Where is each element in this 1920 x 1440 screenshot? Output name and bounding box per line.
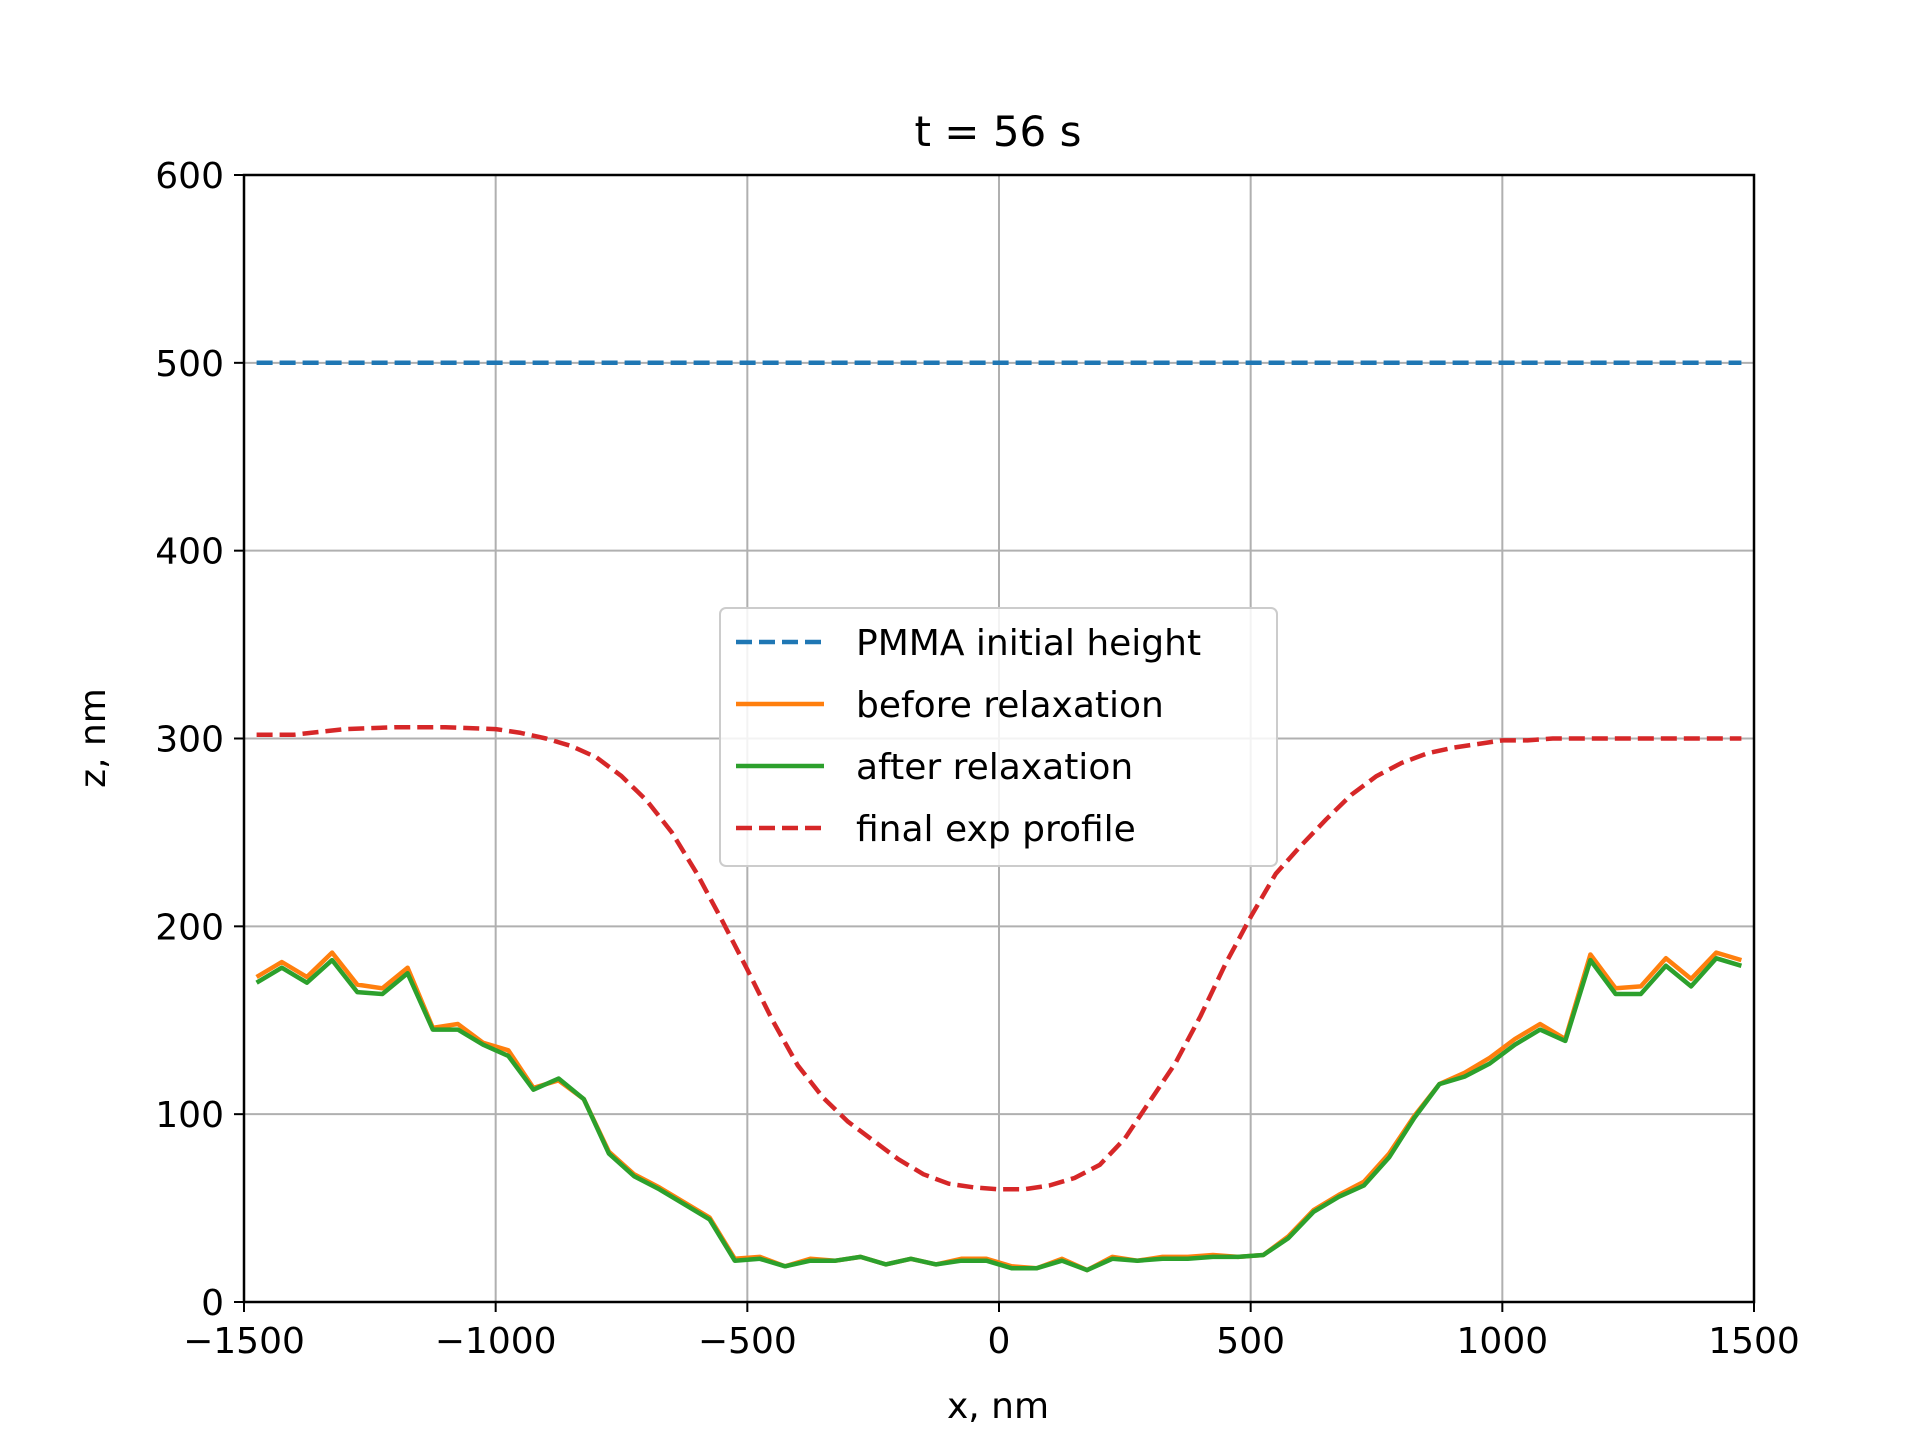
y-tick-label: 100 [155,1095,224,1136]
series-line-after-relaxation [255,956,1743,1273]
legend-label-pmma-initial-height: PMMA initial height [856,623,1201,664]
y-tick-label: 400 [155,532,224,573]
series-line-final-exp-profile [256,724,1742,1192]
x-tick-label: 1500 [1708,1321,1800,1362]
y-tick-label: 500 [155,344,224,385]
legend-label-before-relaxation: before relaxation [856,685,1164,726]
legend-label-after-relaxation: after relaxation [856,747,1133,788]
y-tick-label: 600 [155,156,224,197]
y-axis-label: z, nm [73,688,114,788]
x-tick-label: 500 [1216,1321,1285,1362]
x-axis-label: x, nm [947,1386,1049,1427]
plot-series [255,360,1743,1273]
x-tick-label: −1000 [435,1321,557,1362]
y-tick-label: 300 [155,720,224,761]
chart-title: t = 56 s [914,107,1081,156]
y-tick-label: 0 [201,1283,224,1324]
legend-label-final-exp-profile: final exp profile [856,809,1136,850]
x-tick-label: −500 [698,1321,797,1362]
legend: PMMA initial height before relaxation af… [719,607,1278,867]
axis-ticks: −1500 −1000 −500 0 500 1000 1500 0 100 200 300 400 5… [155,156,1800,1362]
y-tick-label: 200 [155,907,224,948]
x-tick-label: 1000 [1457,1321,1549,1362]
x-tick-label: −1500 [183,1321,305,1362]
x-tick-label: 0 [988,1321,1011,1362]
legend-frame [719,607,1278,867]
